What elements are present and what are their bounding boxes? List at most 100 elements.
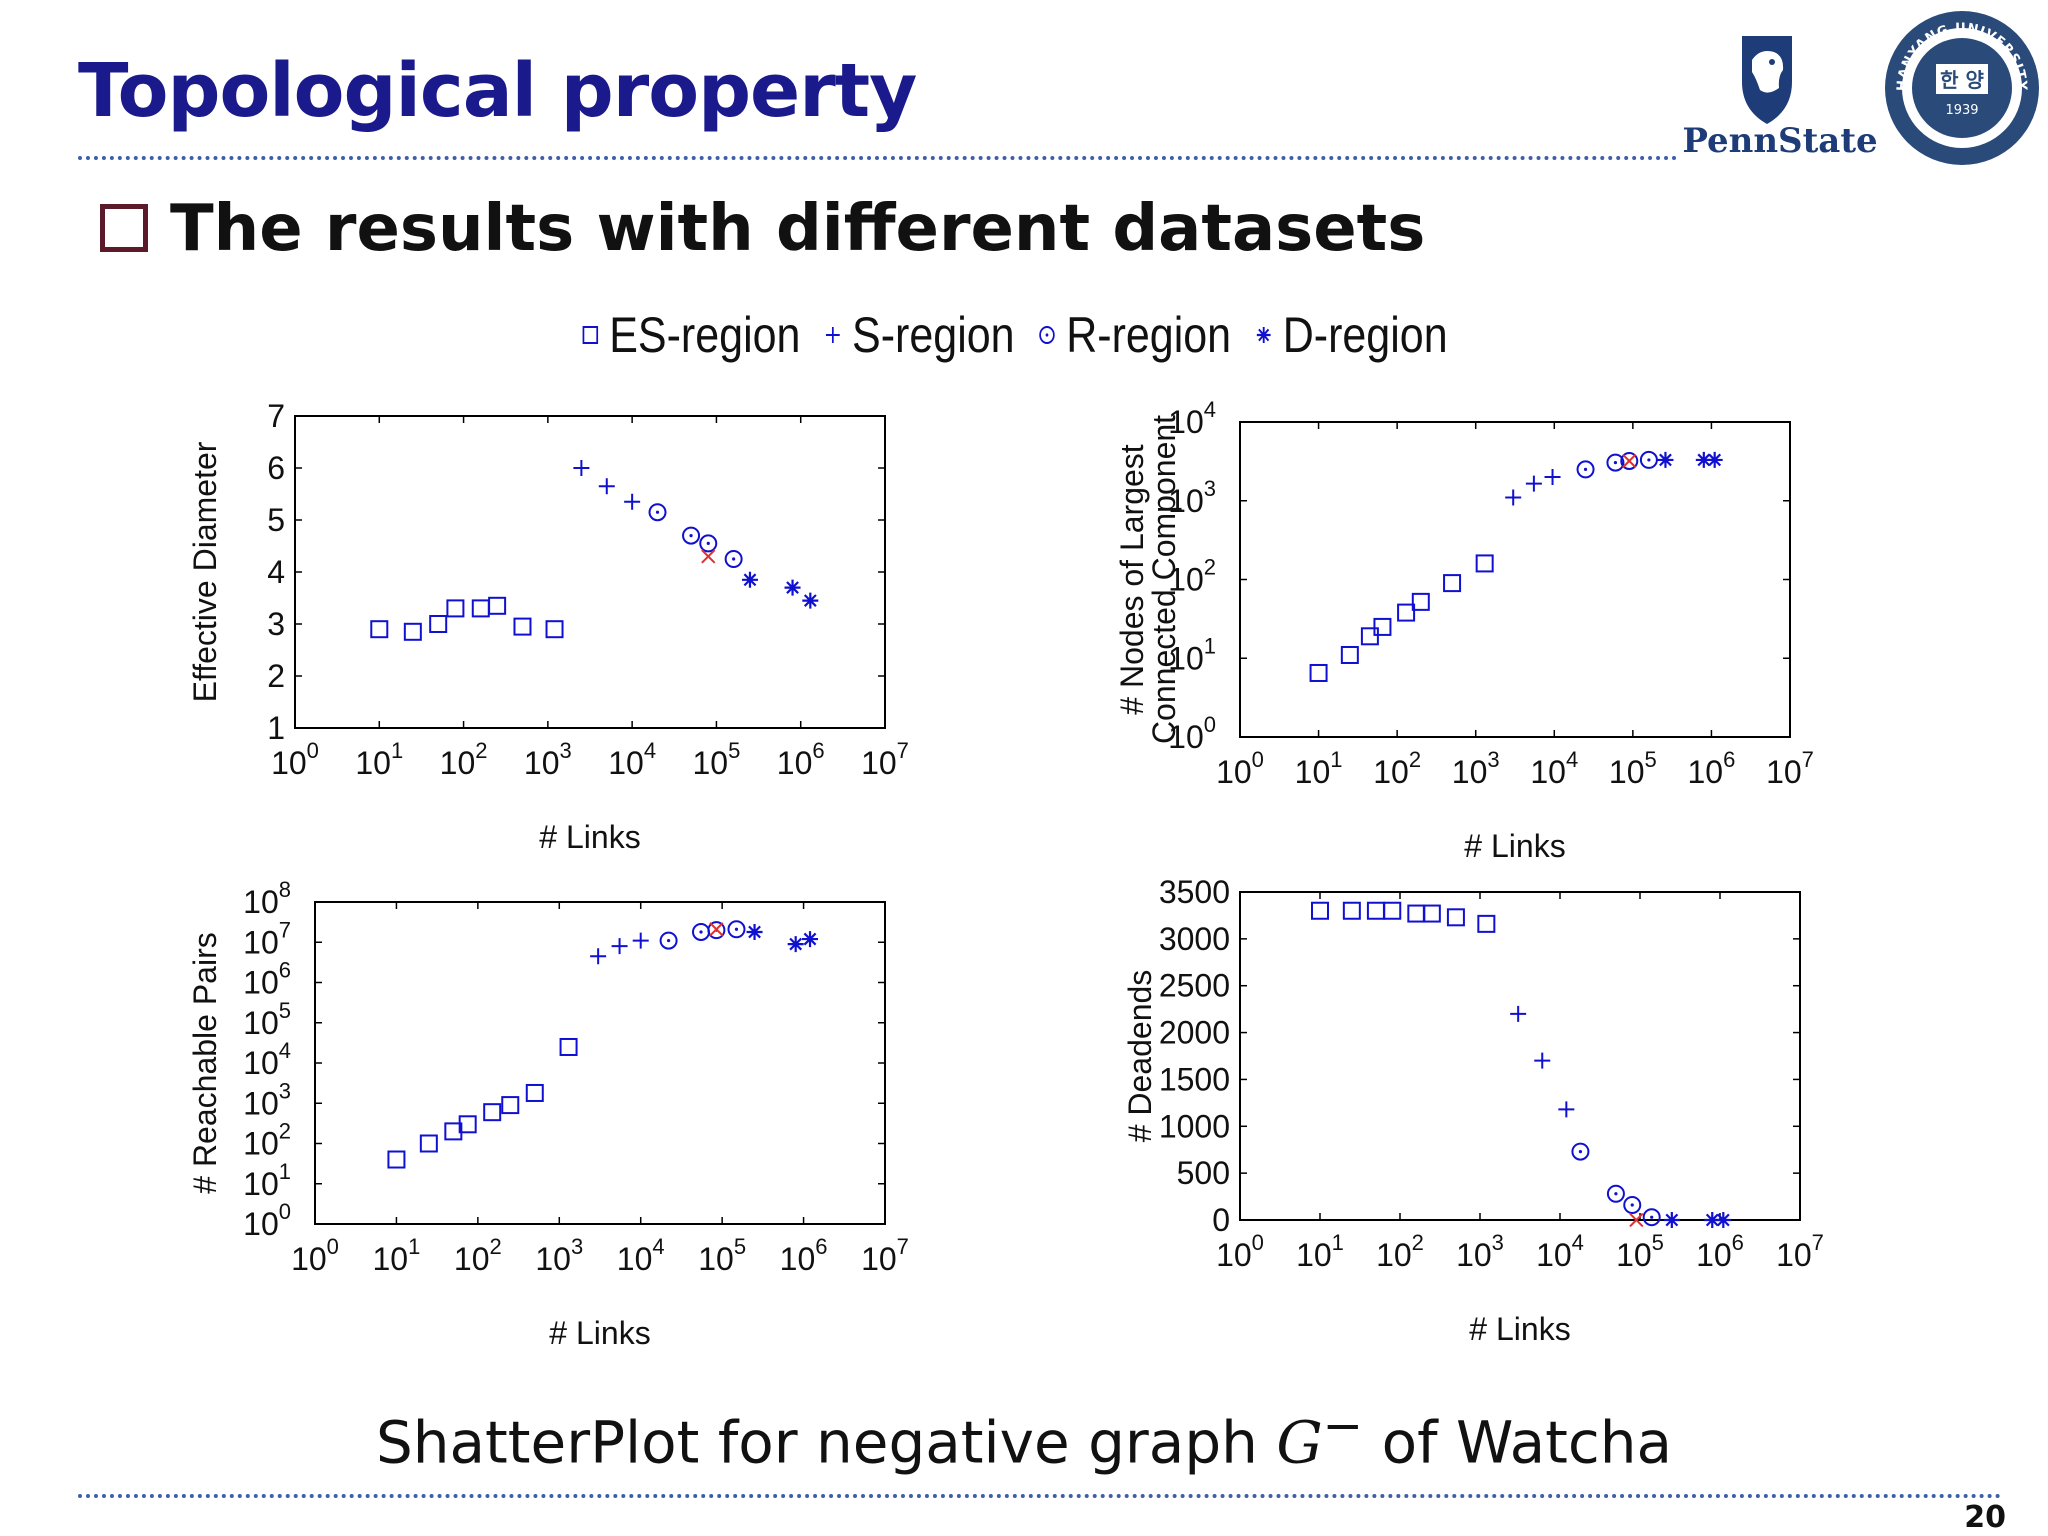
- legend-label: D-region: [1282, 307, 1448, 363]
- y-tick-label: 5: [267, 502, 285, 538]
- y-axis-label: # Deadends: [1122, 970, 1158, 1143]
- x-tick-label: 103: [1452, 747, 1500, 790]
- data-point-plus: [624, 493, 641, 510]
- data-point-circle: [1606, 453, 1625, 472]
- data-point-plus: [1525, 475, 1542, 492]
- data-point-square: [1397, 603, 1416, 622]
- subtitle: The results with different datasets: [100, 192, 1425, 266]
- data-point-cross: [1622, 453, 1637, 469]
- data-point-cross: [1629, 1212, 1644, 1228]
- data-point-square: [513, 617, 532, 636]
- data-point-plus: [1510, 1005, 1527, 1022]
- data-point-square: [1422, 904, 1441, 923]
- y-tick-label: 101: [243, 1159, 291, 1202]
- y-tick-label: 500: [1177, 1155, 1230, 1191]
- x-tick-label: 104: [608, 738, 656, 781]
- x-tick-label: 103: [1456, 1230, 1504, 1273]
- x-tick-label: 107: [1776, 1230, 1824, 1273]
- data-point-square: [483, 1103, 502, 1122]
- chart-legend: ES-region S-region R-region D-region: [580, 300, 1470, 370]
- x-axis-label: # Links: [549, 1315, 650, 1351]
- y-tick-label: 7: [267, 398, 285, 434]
- data-point-circle: [1576, 460, 1595, 479]
- chart-effective-diameter: 100 101 102 103 104 105 106 107 1 2 3 4 5 6 7 # Links Ef…: [187, 398, 909, 855]
- plot-frame: [314, 901, 886, 1225]
- y-tick-label: 4: [267, 554, 285, 590]
- data-point-square: [1407, 904, 1426, 923]
- x-tick-label: 107: [861, 738, 909, 781]
- y-tick-label: 103: [243, 1078, 291, 1121]
- y-tick-label: 104: [1168, 397, 1216, 440]
- figure-caption: ShatterPlot for negative graph G− of Wat…: [0, 1398, 2048, 1476]
- data-point-square: [446, 599, 465, 618]
- data-point-square: [1475, 554, 1494, 573]
- y-tick-label: 2: [267, 658, 285, 694]
- data-point-circle: [1571, 1142, 1590, 1161]
- data-point-star: [1715, 1212, 1732, 1228]
- star-marker-icon: [1256, 327, 1271, 343]
- data-point-square: [429, 615, 448, 633]
- x-axis-label: # Links: [1464, 828, 1565, 864]
- data-point-square: [559, 1037, 578, 1056]
- caption-suffix: of Watcha: [1363, 1408, 1673, 1477]
- chart-largest-component: 100 101 102 103 104 105 106 107100101102103104#…: [1115, 397, 1814, 864]
- legend-label: R-region: [1066, 307, 1232, 363]
- data-point-star: [1704, 1212, 1721, 1228]
- x-axis-label: # Links: [539, 819, 640, 855]
- data-point-square: [1373, 617, 1392, 636]
- y-axis-label: # Nodes of Largest: [1115, 444, 1150, 715]
- hanyang-center-text: 한 양: [1940, 68, 1984, 92]
- data-point-square: [471, 599, 490, 618]
- x-tick-label: 106: [1696, 1230, 1744, 1273]
- x-tick-label: 102: [1373, 747, 1421, 790]
- data-point-square: [1309, 663, 1328, 682]
- hanyang-year: 1939: [1945, 103, 1978, 118]
- data-point-circle: [648, 503, 667, 522]
- data-point-circle: [692, 922, 711, 941]
- y-axis-label: Effective Diameter: [187, 441, 223, 702]
- data-point-star: [1663, 1212, 1680, 1228]
- data-point-star: [1706, 451, 1723, 468]
- x-tick-label: 101: [1295, 747, 1343, 790]
- data-point-cross: [709, 922, 724, 937]
- plot-frame: [1239, 891, 1801, 1221]
- data-point-square: [387, 1150, 406, 1169]
- y-tick-label: 102: [1168, 555, 1216, 598]
- data-point-square: [370, 620, 389, 639]
- data-point-circle: [727, 920, 746, 939]
- legend-label: S-region: [852, 307, 1015, 363]
- y-tick-label: 0: [1212, 1202, 1230, 1238]
- data-point-square: [1443, 574, 1462, 593]
- data-point-square: [1311, 901, 1329, 920]
- y-tick-label: 1: [267, 710, 285, 746]
- x-tick-label: 106: [780, 1234, 828, 1277]
- x-tick-label: 104: [1536, 1230, 1584, 1273]
- data-point-square: [525, 1083, 544, 1102]
- data-point-star: [1695, 451, 1712, 468]
- y-tick-label: 106: [243, 958, 291, 1001]
- x-tick-label: 101: [373, 1234, 421, 1277]
- y-tick-label: 100: [243, 1199, 291, 1242]
- data-point-star: [784, 579, 801, 596]
- data-point-circle: [699, 534, 718, 553]
- x-tick-label: 105: [698, 1234, 746, 1277]
- y-tick-label: 1500: [1159, 1061, 1230, 1097]
- data-point-square: [1411, 592, 1430, 611]
- data-point-circle: [724, 550, 743, 568]
- y-tick-label: 3: [267, 606, 285, 642]
- x-tick-label: 107: [861, 1234, 909, 1277]
- x-tick-label: 106: [1688, 747, 1736, 790]
- data-point-square: [545, 620, 564, 639]
- data-point-circle: [1639, 450, 1658, 469]
- square-marker-icon: [582, 326, 599, 344]
- data-point-plus: [611, 938, 628, 955]
- x-tick-label: 101: [1296, 1230, 1344, 1273]
- page-number: 20: [1964, 1500, 2006, 1535]
- x-axis-label: # Links: [1469, 1311, 1570, 1347]
- data-point-cross: [701, 549, 716, 564]
- y-tick-label: 105: [243, 998, 291, 1041]
- y-tick-label: 108: [243, 880, 291, 920]
- data-point-plus: [1505, 489, 1522, 506]
- caption-sup: −: [1322, 1398, 1364, 1454]
- hanyang-logo: 한 양 1939 HANYANG UNIVERSITY: [1885, 11, 2039, 165]
